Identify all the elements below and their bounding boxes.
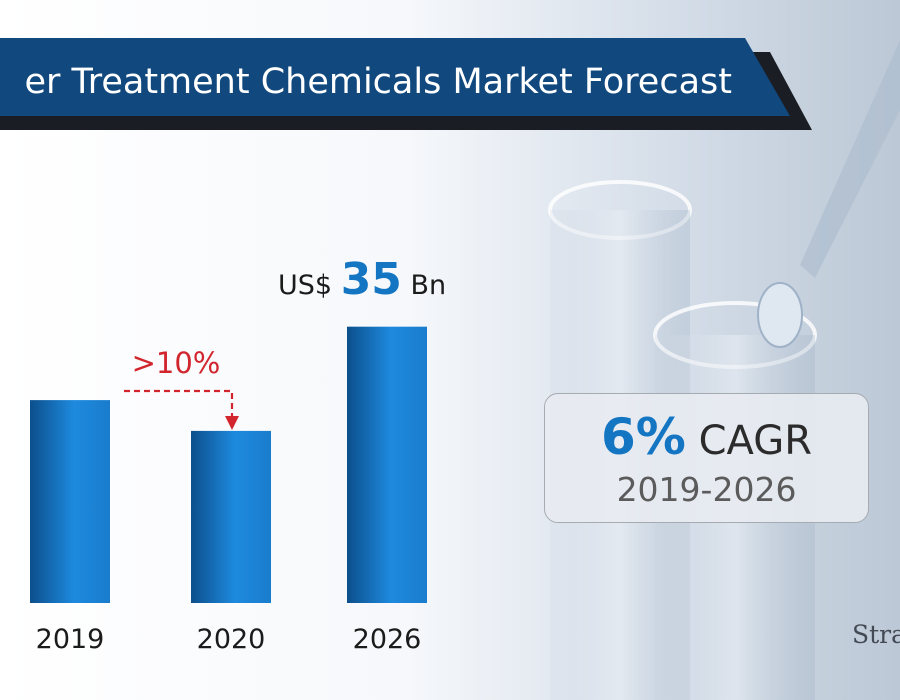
x-axis-labels: 2019 2020 2026 [36,624,422,655]
x-label-2019: 2019 [36,624,105,655]
bar-2020 [191,430,271,603]
decline-annotation: >10% [124,346,239,430]
decline-arrow-line [124,389,234,416]
cagr-value: 6% [601,408,686,466]
bar-2019 [30,400,110,603]
value-callout-number: 35 [340,254,402,305]
value-callout: US$ 35 Bn [278,254,446,314]
cagr-label: CAGR [698,418,812,464]
decline-arrow-head [225,416,239,430]
x-label-2026: 2026 [353,624,422,655]
x-label-2020: 2020 [197,624,266,655]
value-callout-suffix: Bn [410,270,447,301]
cagr-period: 2019-2026 [616,470,797,509]
page-title: er Treatment Chemicals Market Forecast [24,62,732,102]
cagr-box: 6% CAGR 2019-2026 [544,393,869,523]
value-callout-prefix: US$ [278,270,333,301]
bar-2026 [347,326,427,603]
bars-group [30,326,427,603]
straits-research-logo: Stra [852,620,900,649]
decline-label: >10% [132,346,221,380]
title-banner [0,38,812,130]
